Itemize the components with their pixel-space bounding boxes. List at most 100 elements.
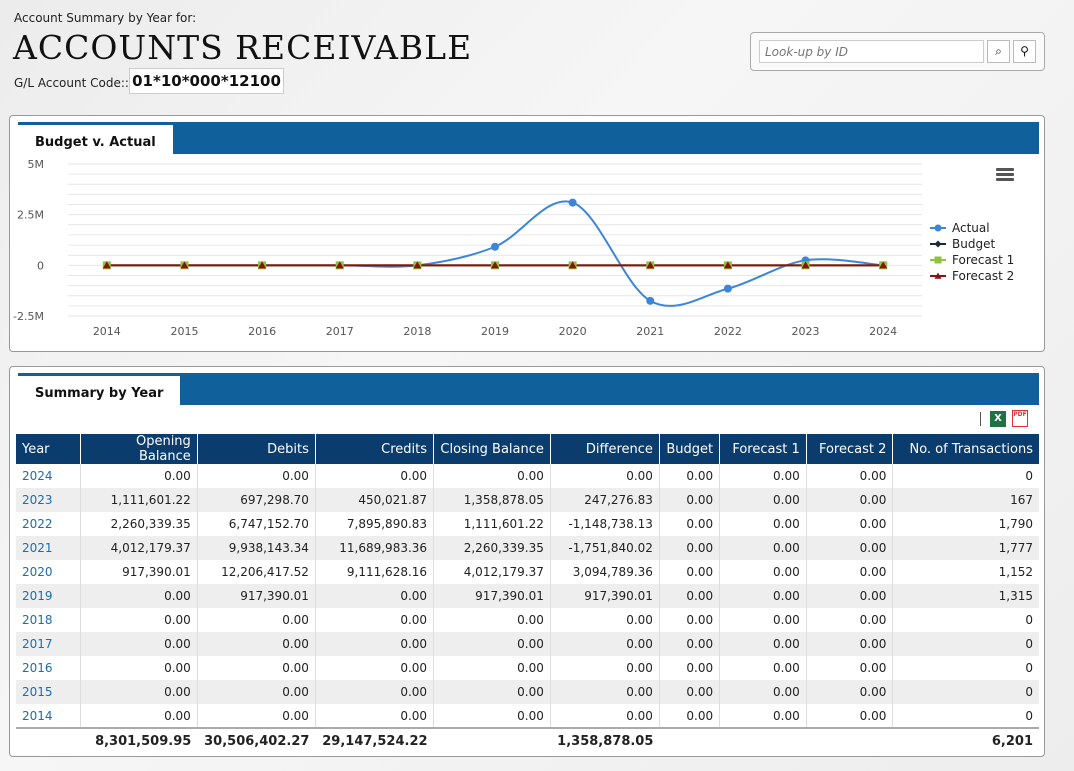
year-link[interactable]: 2024 — [16, 464, 81, 488]
table-cell: 0.00 — [80, 464, 198, 488]
table-cell: 0.00 — [719, 704, 807, 728]
lookup-input[interactable] — [759, 40, 984, 63]
data-point-forecast-2[interactable] — [801, 261, 810, 269]
table-cell: 1,152 — [998, 565, 1033, 579]
legend-item-forecast-1[interactable]: Forecast 1 — [930, 252, 1014, 268]
year-link[interactable]: 2017 — [16, 632, 81, 656]
table-cell: 0.00 — [550, 680, 660, 704]
data-point-forecast-2[interactable] — [491, 261, 499, 269]
table-cell: 0.00 — [719, 632, 807, 656]
table-row: 2023 1,111,601.22 697,298.70 450,021.87 1,35… — [16, 488, 1039, 512]
data-point-forecast-2[interactable] — [102, 261, 111, 269]
table-cell: 0.00 — [806, 608, 894, 632]
year-link[interactable]: 2023 — [16, 488, 81, 512]
chart-legend: Actual Budget Forecast 1 Forecast 2 — [930, 220, 1014, 284]
year-link[interactable]: 2019 — [16, 584, 81, 608]
table-cell: 0.00 — [659, 656, 721, 680]
table-cell: 0.00 — [806, 488, 894, 512]
table-cell: 4,012,179.37 — [80, 536, 198, 560]
column-header-debits[interactable]: Debits — [197, 434, 316, 464]
data-point-actual[interactable] — [568, 198, 577, 207]
data-point-forecast-2[interactable] — [413, 261, 422, 269]
table-cell: 0.00 — [80, 584, 198, 608]
table-cell: 0.00 — [659, 512, 721, 536]
data-point-forecast-2[interactable] — [335, 261, 344, 269]
table-cell: 0.00 — [719, 560, 807, 584]
column-header-closing-balance[interactable]: Closing Balance — [433, 434, 551, 464]
clear-search-icon[interactable]: ⌕ — [987, 40, 1010, 63]
data-point-forecast-2[interactable] — [180, 261, 189, 269]
legend-item-forecast-2[interactable]: Forecast 2 — [930, 268, 1014, 284]
x-tick-label: 2022 — [714, 325, 742, 338]
total-cell: 30,506,402.27 — [197, 727, 316, 754]
chart-menu-icon[interactable] — [996, 168, 1014, 182]
legend-marker-icon — [930, 224, 946, 232]
data-point-forecast-2[interactable] — [723, 261, 732, 269]
table-cell: 0 — [892, 632, 1039, 656]
year-link[interactable]: 2022 — [16, 512, 81, 536]
table-cell: 0.00 — [315, 656, 435, 680]
totals-row: 8,301,509.95 30,506,402.27 29,147,524.22 1,… — [16, 727, 1039, 754]
summary-panel-header — [18, 373, 1039, 405]
table-cell: 0.00 — [806, 632, 894, 656]
data-point-actual[interactable] — [723, 284, 732, 293]
page-subtitle: Account Summary by Year for: — [14, 11, 197, 25]
column-header-difference[interactable]: Difference — [550, 434, 660, 464]
year-link[interactable]: 2021 — [16, 536, 81, 560]
tab-summary-by-year[interactable]: Summary by Year — [18, 373, 181, 405]
legend-item-actual[interactable]: Actual — [930, 220, 1014, 236]
table-cell: 0.00 — [197, 464, 316, 488]
table-cell: 0.00 — [719, 608, 807, 632]
data-point-actual[interactable] — [646, 296, 655, 305]
x-tick-label: 2023 — [792, 325, 820, 338]
x-tick-label: 2024 — [869, 325, 897, 338]
table-cell: 0.00 — [197, 704, 316, 728]
table-cell: 0.00 — [433, 464, 551, 488]
legend-label: Budget — [952, 237, 996, 251]
table-cell: 0.00 — [315, 680, 435, 704]
legend-label: Forecast 1 — [952, 253, 1015, 267]
year-link[interactable]: 2020 — [16, 560, 81, 584]
total-cell — [16, 727, 81, 754]
table-cell: 0.00 — [719, 656, 807, 680]
tab-budget-v-actual[interactable]: Budget v. Actual — [18, 122, 173, 154]
table-row: 2018 0.00 0.00 0.00 0.00 0.00 0.00 0.00 0.00 0 — [16, 608, 1039, 632]
column-header-forecast-1[interactable]: Forecast 1 — [719, 434, 807, 464]
export-toolbar: X PDF — [980, 410, 1028, 427]
table-cell: 167 — [892, 488, 1039, 512]
data-point-actual[interactable] — [491, 242, 499, 251]
legend-label: Actual — [952, 221, 990, 235]
table-cell: 0.00 — [80, 704, 198, 728]
pdf-export-icon[interactable]: PDF — [1012, 410, 1028, 427]
total-cell — [659, 727, 720, 754]
table-cell: 0.00 — [433, 680, 551, 704]
column-header-credits[interactable]: Credits — [315, 434, 435, 464]
excel-export-icon[interactable]: X — [990, 410, 1006, 427]
table-cell: 0.00 — [806, 512, 894, 536]
table-cell: 0.00 — [719, 488, 807, 512]
legend-item-budget[interactable]: Budget — [930, 236, 1014, 252]
data-point-forecast-2[interactable] — [258, 261, 267, 269]
search-icon[interactable]: ⚲ — [1013, 40, 1036, 63]
year-link[interactable]: 2016 — [16, 656, 81, 680]
year-link[interactable]: 2014 — [16, 704, 81, 728]
column-header-forecast-2[interactable]: Forecast 2 — [806, 434, 894, 464]
year-link[interactable]: 2018 — [16, 608, 81, 632]
x-tick-label: 2016 — [248, 325, 276, 338]
table-cell: 1,111,601.22 — [433, 512, 551, 536]
table-cell: 0.00 — [197, 608, 316, 632]
data-point-forecast-2[interactable] — [568, 261, 577, 269]
column-header-no-of-transactions[interactable]: No. of Transactions — [892, 434, 1039, 464]
data-point-forecast-2[interactable] — [879, 261, 888, 269]
year-link[interactable]: 2015 — [16, 680, 81, 704]
column-header-opening-balance[interactable]: Opening Balance — [80, 434, 198, 464]
table-cell: 0 — [892, 680, 1039, 704]
column-header-year[interactable]: Year — [16, 434, 81, 464]
column-header-budget[interactable]: Budget — [659, 434, 721, 464]
data-point-forecast-2[interactable] — [646, 261, 655, 269]
table-cell: 1,358,878.05 — [433, 488, 551, 512]
table-row: 2019 0.00 917,390.01 0.00 917,390.01 917,390.… — [16, 584, 1039, 608]
table-cell: 0.00 — [659, 536, 721, 560]
table-row: 2014 0.00 0.00 0.00 0.00 0.00 0.00 0.00 0.00 0 — [16, 704, 1039, 728]
table-cell: 0 — [1025, 708, 1033, 723]
